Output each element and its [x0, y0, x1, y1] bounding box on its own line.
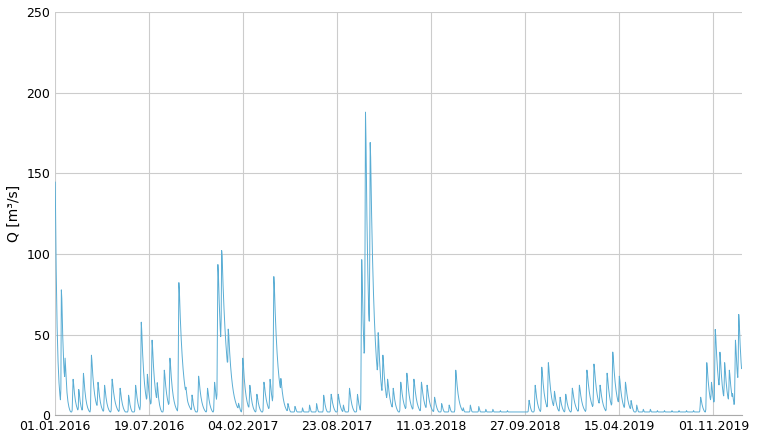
Y-axis label: Q [m³/s]: Q [m³/s]: [7, 185, 21, 242]
